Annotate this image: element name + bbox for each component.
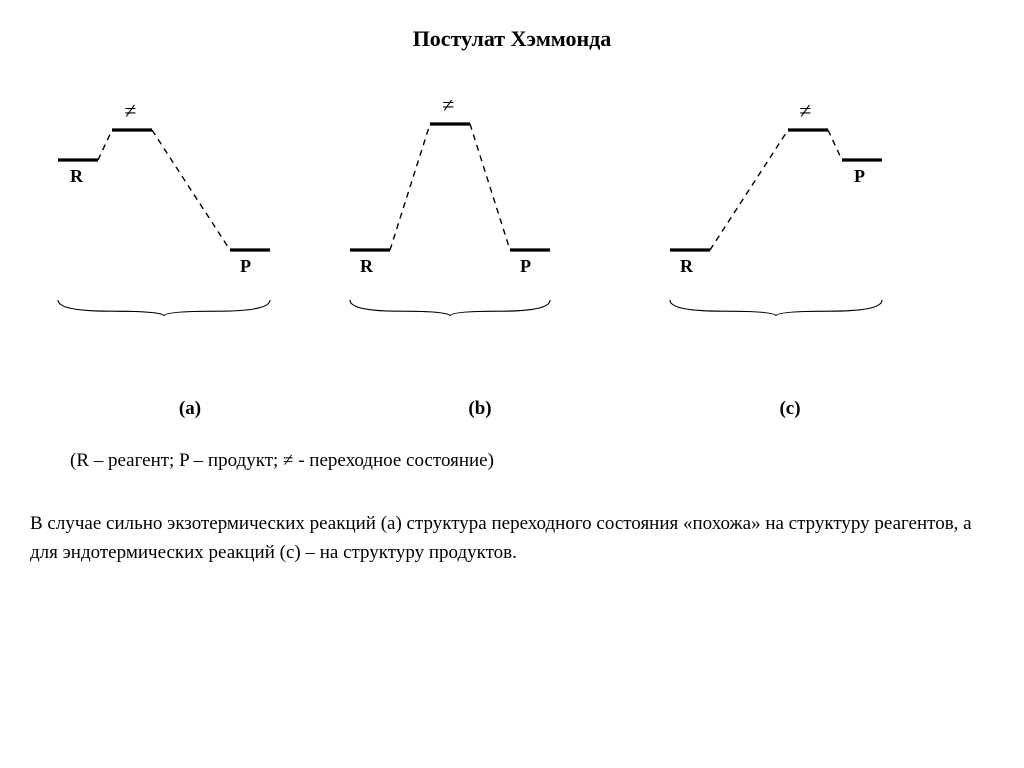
svg-text:R: R [680,256,694,276]
panel-a: ≠ R P (a) [40,100,340,420]
panel-c: ≠ R P (c) [640,100,940,420]
panel-label-a: (a) [40,398,340,420]
body-text: В случае сильно экзотермических реакций … [30,510,994,567]
svg-text:≠: ≠ [442,100,454,117]
svg-text:≠: ≠ [799,100,811,123]
panel-label-c: (c) [640,398,940,420]
page-title: Постулат Хэммонда [0,26,1024,52]
svg-text:P: P [854,166,865,186]
panel-label-b: (b) [330,398,630,420]
svg-text:P: P [520,256,531,276]
energy-diagram-c: ≠ R P [640,100,940,360]
svg-text:P: P [240,256,251,276]
energy-diagram-b: ≠ R P [330,100,630,360]
panel-b: ≠ R P (b) [330,100,630,420]
svg-text:≠: ≠ [124,100,136,123]
svg-text:R: R [360,256,374,276]
legend-text: (R – реагент; P – продукт; ≠ - переходно… [70,450,950,472]
diagrams-row: ≠ R P (a) ≠ R P (b) ≠ R P (c) [0,100,1024,420]
svg-text:R: R [70,166,84,186]
energy-diagram-a: ≠ R P [40,100,340,360]
